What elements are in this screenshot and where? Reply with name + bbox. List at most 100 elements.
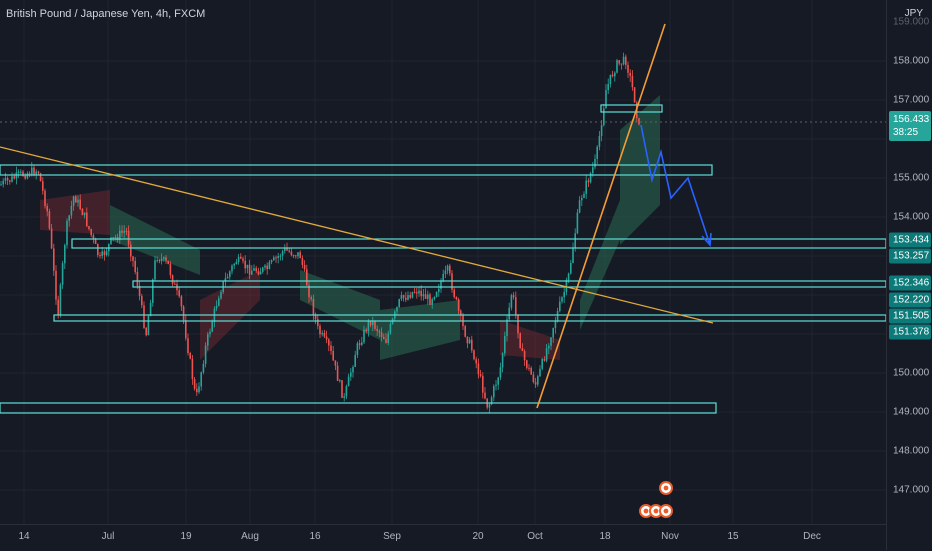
zone-149[interactable] (0, 402, 717, 414)
candle-body (537, 376, 539, 385)
candle-body (378, 331, 381, 333)
candle-body (99, 255, 101, 257)
candle-body (433, 296, 436, 300)
candle-body (79, 199, 81, 210)
descending-trendline[interactable] (0, 146, 714, 324)
candle-body (543, 358, 546, 361)
candle-body (374, 321, 376, 329)
candle-body (365, 329, 367, 332)
candle-body (325, 336, 328, 340)
candle-body (585, 180, 587, 194)
projection-path[interactable] (640, 124, 712, 247)
candle-body (101, 251, 103, 257)
candle-body (334, 360, 337, 366)
currency-label: JPY (904, 8, 923, 19)
candle-body (132, 256, 134, 261)
candle-body (20, 171, 22, 173)
price-axis[interactable]: JPY 159.000 158.000 157.000 155.000 154.… (886, 0, 932, 550)
candle-body (627, 64, 629, 73)
time-tick: Sep (383, 531, 401, 542)
symbol-title[interactable]: British Pound / Japanese Yen, 4h, FXCM (6, 8, 206, 20)
candle-body (497, 377, 499, 385)
candle-body (46, 206, 48, 212)
zone-top[interactable] (600, 104, 663, 113)
candle-body (350, 372, 352, 377)
candle-body (77, 199, 79, 203)
price-tick: 155.000 (893, 172, 930, 184)
candle-body (539, 368, 541, 377)
price-tick: 148.000 (893, 445, 930, 457)
candle-body (358, 343, 361, 345)
candle-body (343, 396, 345, 398)
cloud-segment (110, 205, 200, 275)
candle-body (237, 256, 240, 262)
last-price-value: 156.433 (893, 114, 930, 125)
candle-body (354, 354, 356, 367)
candle-body (387, 333, 389, 343)
candle-body (42, 181, 44, 191)
candle-body (275, 257, 277, 259)
candle-body (123, 230, 125, 233)
candle-body (512, 295, 515, 298)
price-chart[interactable] (0, 0, 887, 524)
candle-body (17, 171, 20, 173)
candle-body (534, 382, 537, 385)
candle-body (44, 190, 46, 207)
candle-body (614, 72, 616, 77)
candle-body (323, 332, 326, 337)
candle-body (530, 367, 532, 375)
candle-body (372, 321, 374, 326)
candle-body (521, 348, 524, 352)
level-badge: 153.434 (889, 232, 931, 248)
candle-body (180, 296, 183, 307)
candle-body (6, 178, 9, 181)
candle-body (127, 230, 130, 245)
candle-body (475, 359, 477, 364)
events-marker-icon[interactable] (639, 481, 673, 518)
candle-body (422, 294, 425, 297)
candle-body (499, 367, 502, 378)
candle-body (493, 386, 495, 398)
candle-body (306, 269, 308, 286)
candle-body (22, 171, 24, 176)
candle-body (416, 292, 418, 294)
candle-body (570, 262, 572, 274)
candle-body (420, 290, 422, 297)
candle-body (224, 278, 227, 282)
candle-body (211, 321, 213, 332)
candle-body (431, 299, 433, 305)
candle-body (380, 332, 383, 338)
candle-body (479, 374, 482, 376)
candle-body (583, 193, 585, 198)
candle-body (409, 295, 411, 298)
candle-body (589, 173, 592, 183)
candle-body (418, 290, 420, 294)
candle-body (231, 265, 233, 272)
grid (0, 0, 886, 524)
price-tick: 157.000 (893, 94, 930, 106)
candle-body (262, 267, 264, 272)
candle-body (310, 297, 312, 299)
candle-body (515, 297, 517, 315)
candle-body (581, 197, 583, 201)
ascending-trendline[interactable] (536, 23, 666, 409)
candle-body (277, 256, 279, 259)
time-tick: 20 (472, 531, 484, 542)
candle-body (290, 251, 293, 256)
candle-body (618, 60, 620, 64)
zone-153[interactable] (71, 238, 887, 249)
candle-body (292, 255, 295, 257)
time-axis[interactable]: 14 Jul 19 Aug 16 Sep 20 Oct 18 Nov 15 De… (0, 524, 886, 551)
candle-body (193, 379, 196, 389)
candle-body (526, 360, 528, 368)
candle-body (218, 298, 220, 306)
price-tick: 147.000 (893, 484, 930, 496)
candle-body (321, 332, 323, 335)
time-tick: Oct (527, 531, 543, 542)
candle-body (528, 367, 530, 369)
candle-body (466, 336, 469, 344)
candle-body (70, 205, 73, 216)
chart-area[interactable]: British Pound / Japanese Yen, 4h, FXCM (0, 0, 887, 524)
zone-151[interactable] (53, 314, 887, 322)
zone-155[interactable] (0, 164, 713, 176)
